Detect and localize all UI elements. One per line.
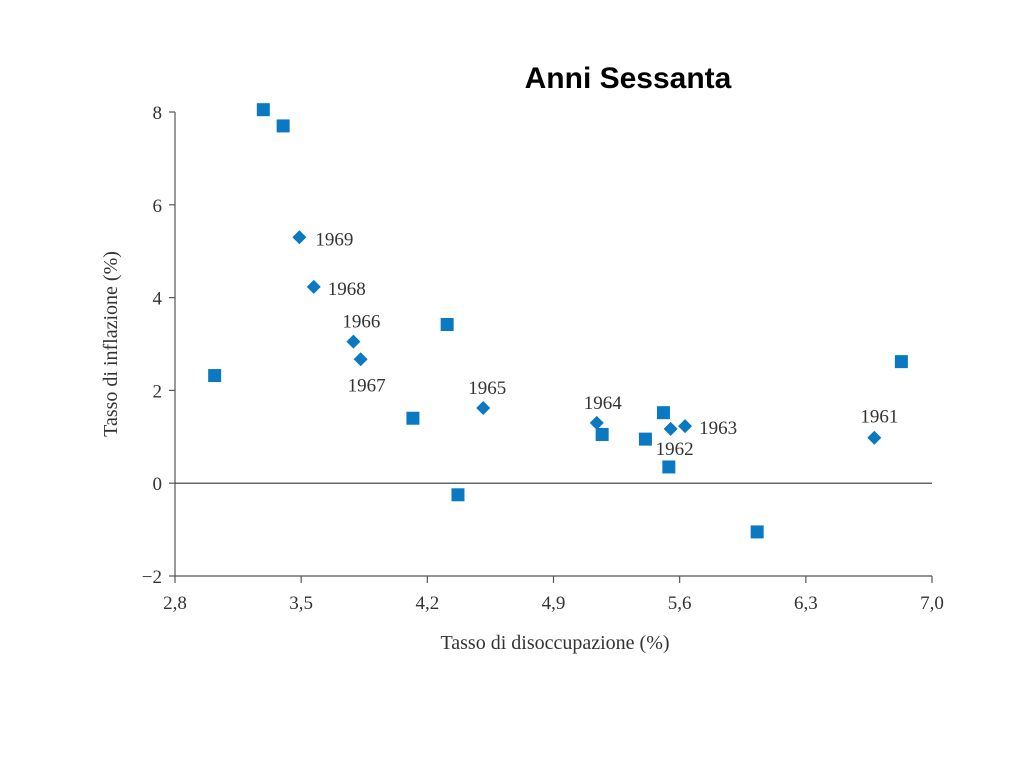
x-tick-label: 5,6: [668, 593, 692, 614]
square-point: [208, 369, 222, 383]
y-tick-label: 4: [153, 289, 163, 310]
chart-axes: [174, 112, 932, 577]
slide-title: Anni Sessanta: [524, 62, 732, 95]
square-point: [638, 432, 652, 446]
x-tick-label: 7,0: [920, 593, 944, 614]
x-tick-label: 3,5: [289, 593, 313, 614]
diamond-point: [867, 430, 882, 445]
chart-marks: [208, 103, 908, 539]
diamond-point: [353, 352, 368, 367]
square-point: [256, 103, 270, 117]
diamond-point: [678, 419, 693, 434]
point-label: 1964: [584, 393, 623, 414]
square-point: [406, 411, 420, 425]
square-point: [662, 460, 676, 474]
x-axis-title: Tasso di disoccupazione (%): [440, 632, 669, 654]
square-point: [894, 355, 908, 369]
y-tick-label: 2: [153, 381, 163, 402]
square-point: [276, 119, 290, 133]
square-point: [595, 427, 609, 441]
point-label: 1961: [860, 407, 898, 428]
point-label: 1969: [315, 229, 353, 250]
diamond-point: [306, 279, 321, 294]
x-tick-label: 2,8: [163, 593, 187, 614]
diamond-point: [589, 415, 604, 430]
y-tick-label: 0: [153, 474, 163, 495]
point-label: 1967: [348, 375, 386, 396]
y-tick-label: −2: [142, 567, 162, 588]
diamond-point: [346, 334, 361, 349]
square-point: [750, 525, 764, 539]
x-tick-label: 4,2: [415, 593, 439, 614]
square-point: [656, 406, 670, 420]
point-label: 1962: [656, 439, 694, 460]
x-tick-label: 4,9: [542, 593, 566, 614]
diamond-point: [663, 421, 678, 436]
diamond-point: [292, 230, 307, 245]
point-label: 1963: [699, 418, 737, 439]
y-tick-label: 8: [153, 103, 163, 124]
square-point: [451, 488, 465, 502]
point-label: 1966: [342, 312, 380, 333]
x-tick-label: 6,3: [794, 593, 818, 614]
y-axis-title: Tasso di inflazione (%): [100, 251, 122, 437]
chart-ticks: 8 6 4 2 0 −22,8 3,5 4,2 4,9 5,6 6,3 7,0: [142, 103, 944, 614]
square-point: [440, 318, 454, 332]
diamond-point: [476, 401, 491, 416]
point-label: 1968: [328, 279, 366, 300]
point-label: 1965: [468, 378, 506, 399]
y-tick-label: 6: [153, 196, 163, 217]
